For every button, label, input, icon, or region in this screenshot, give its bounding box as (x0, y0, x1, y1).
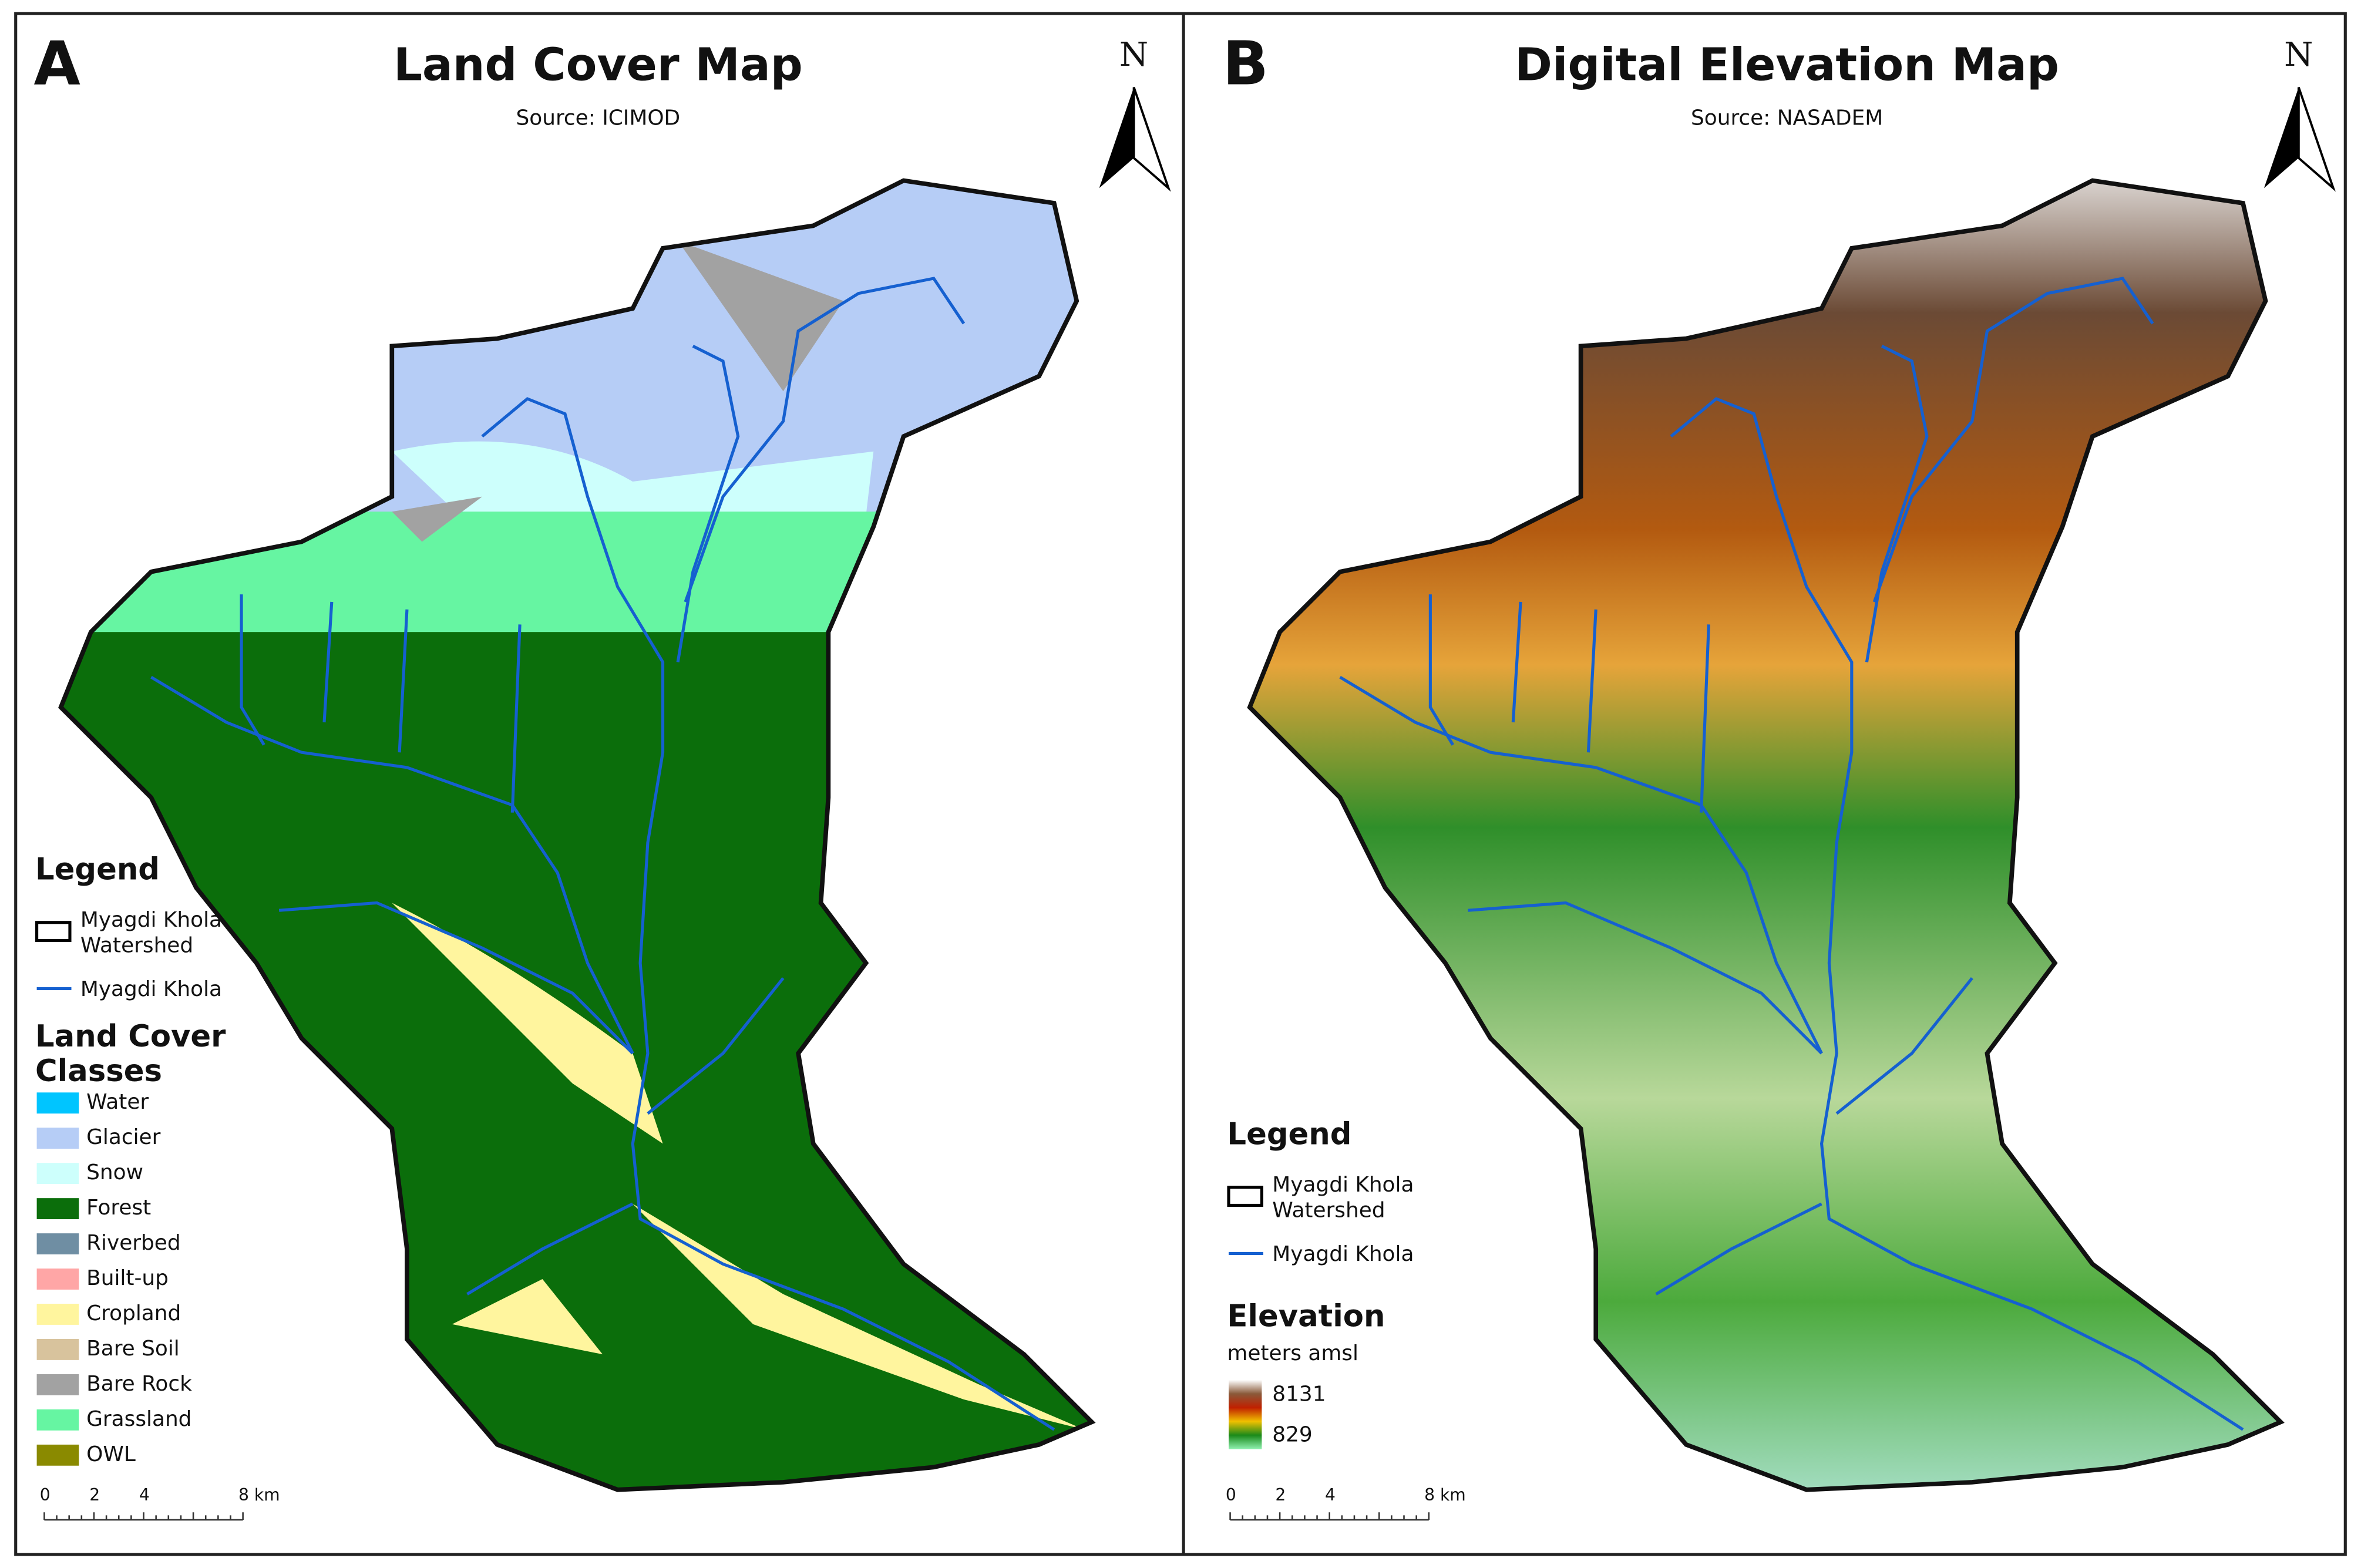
watershed-swatch (1227, 1186, 1263, 1207)
class-swatch (36, 1339, 79, 1360)
panel-source: Source: ICIMOD (516, 106, 681, 130)
legend-label: 8131 (1272, 1382, 1326, 1406)
watershed-swatch (35, 921, 72, 943)
legend-label: Snow (86, 1160, 143, 1185)
legend-title: Legend (1227, 1117, 1351, 1152)
legend-label: Myagdi Khola (1272, 1242, 1414, 1266)
scale-label: 2 (89, 1485, 100, 1505)
class-swatch (36, 1444, 79, 1466)
legend-label: Watershed (80, 934, 193, 958)
scale-label: 2 (1275, 1485, 1286, 1505)
scale-label: 8 km (1424, 1485, 1466, 1505)
class-swatch (36, 1163, 79, 1185)
north-label: N (2284, 36, 2313, 74)
legend-label: Forest (86, 1196, 151, 1220)
legend-label: Grassland (86, 1407, 191, 1431)
class-swatch (36, 1374, 79, 1395)
north-arrow (2297, 86, 2336, 192)
legend-label: Myagdi Khola (1272, 1173, 1414, 1197)
legend-label: Cropland (86, 1301, 181, 1325)
legend-label: Water (86, 1090, 149, 1114)
north-arrow (1099, 87, 1134, 189)
scale-label: 8 km (238, 1485, 280, 1505)
class-swatch (36, 1092, 79, 1114)
legend-title: Legend (35, 852, 160, 887)
legend-label: Built-up (86, 1266, 169, 1290)
legend-label: Watershed (1272, 1199, 1385, 1223)
legend-label: Glacier (86, 1125, 160, 1149)
scale-label: 0 (1226, 1485, 1236, 1505)
legend-label: Myagdi Khola (80, 908, 222, 932)
scale-label: 4 (139, 1485, 150, 1505)
legend-label: Riverbed (86, 1231, 181, 1255)
class-swatch (36, 1268, 79, 1290)
panel-title: Land Cover Map (394, 39, 803, 91)
panel-title: Digital Elevation Map (1515, 39, 2059, 91)
scale-label: 0 (40, 1485, 51, 1505)
legend-label: Bare Soil (86, 1337, 180, 1361)
panel-letter: A (33, 29, 80, 99)
north-arrow (1132, 86, 1171, 192)
legend-label: Bare Rock (86, 1372, 192, 1396)
legend-label: Myagdi Khola (80, 977, 222, 1001)
panel-source: Source: NASADEM (1691, 106, 1883, 130)
scale-label: 4 (1325, 1485, 1336, 1505)
class-swatch (36, 1304, 79, 1325)
class-swatch (36, 1409, 79, 1431)
class-swatch (36, 1233, 79, 1254)
legend-subtitle: Classes (35, 1054, 162, 1089)
panel-letter: B (1223, 29, 1269, 99)
class-swatch (36, 1128, 79, 1149)
frame (14, 12, 2347, 1556)
class-swatch (36, 1198, 79, 1220)
elevation-ramp (1228, 1379, 1262, 1449)
legend-label: meters amsl (1227, 1341, 1358, 1365)
legend-subtitle: Land Cover (35, 1019, 226, 1054)
north-label: N (1119, 36, 1148, 74)
north-arrow (2264, 87, 2299, 189)
legend-label: 829 (1272, 1423, 1312, 1447)
legend-label: OWL (86, 1442, 136, 1466)
land-cover-map (60, 180, 1092, 1490)
legend-subtitle: Elevation (1227, 1299, 1385, 1334)
